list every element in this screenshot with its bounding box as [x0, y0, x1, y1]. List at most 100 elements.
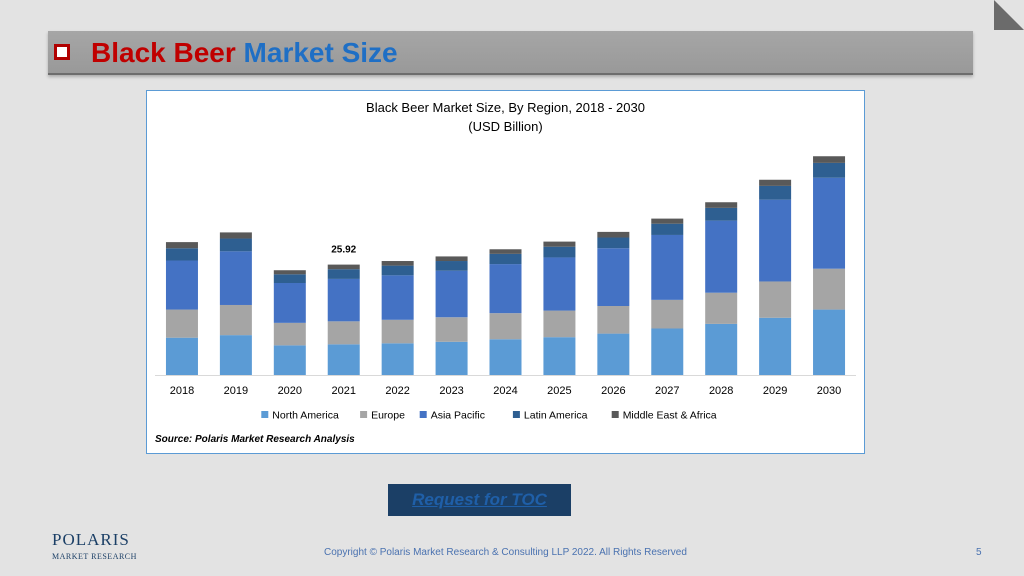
page-number: 5	[976, 547, 982, 558]
bar-2027-series-1	[651, 299, 684, 329]
bar-2018-series-2	[165, 260, 198, 310]
bar-2029-series-0	[759, 317, 792, 375]
bar-2025-series-2	[543, 257, 576, 311]
bar-2020-series-4	[273, 270, 306, 275]
bar-2023-series-0	[435, 341, 468, 375]
bar-2024-series-2	[489, 264, 522, 314]
legend-swatch-4	[611, 411, 619, 418]
bar-2024-series-1	[489, 313, 522, 340]
bar-2029-series-1	[759, 281, 792, 318]
bar-2018-series-0	[165, 337, 198, 375]
bar-2018-series-1	[165, 309, 198, 338]
bar-2025-series-4	[543, 241, 576, 247]
legend-entry-4: Middle East & Africa	[623, 410, 717, 422]
bar-2023-series-2	[435, 270, 468, 318]
bar-2021-series-4	[327, 264, 360, 270]
bar-2030-series-1	[813, 268, 846, 310]
bar-2022-series-1	[381, 319, 414, 344]
bar-2019-series-1	[219, 304, 252, 336]
x-tick-label: 2023	[439, 385, 463, 397]
stacked-bar-chart: Black Beer Market Size, By Region, 2018 …	[155, 100, 856, 422]
chart-frame: Black Beer Market Size, By Region, 2018 …	[146, 90, 865, 454]
bar-2030-series-2	[813, 177, 846, 269]
bar-2022-series-2	[381, 275, 414, 320]
page-title-part1: Black Beer	[91, 37, 236, 68]
bar-2030-series-0	[813, 309, 846, 375]
bar-2023-series-3	[435, 261, 468, 271]
bar-2019-series-3	[219, 238, 252, 252]
bar-2028-series-1	[705, 292, 738, 324]
bar-2026-series-4	[597, 231, 630, 238]
bar-2024-series-3	[489, 253, 522, 265]
bar-2026-series-0	[597, 333, 630, 375]
bar-2023-series-1	[435, 317, 468, 342]
legend-entry-1: Europe	[371, 410, 405, 422]
logo-sub-text: MARKET RESEARCH	[52, 552, 137, 561]
legend-swatch-1	[360, 411, 368, 418]
chart-subtitle: (USD Billion)	[468, 119, 542, 134]
bar-2021-series-0	[327, 344, 360, 375]
bar-2020-series-3	[273, 274, 306, 283]
title-bar: Black Beer Market Size	[48, 31, 973, 75]
page-title: Black Beer Market Size	[91, 37, 398, 69]
bar-2026-series-2	[597, 248, 630, 306]
x-tick-label: 2030	[817, 385, 841, 397]
bar-2021-series-2	[327, 278, 360, 322]
chart-source: Source: Polaris Market Research Analysis	[155, 434, 355, 445]
x-tick-label: 2021	[331, 385, 355, 397]
bar-2020-series-2	[273, 283, 306, 323]
legend-swatch-0	[261, 411, 269, 418]
legend-entry-2: Asia Pacific	[431, 410, 485, 422]
x-tick-label: 2019	[224, 385, 248, 397]
bar-2028-series-4	[705, 202, 738, 208]
bar-2021-series-1	[327, 321, 360, 345]
request-toc-button[interactable]: Request for TOC	[388, 484, 571, 516]
bar-2019-series-4	[219, 232, 252, 239]
bar-2024-series-4	[489, 249, 522, 254]
bar-2023-series-4	[435, 256, 468, 262]
bar-2021-series-3	[327, 269, 360, 279]
bar-2025-series-1	[543, 310, 576, 338]
bar-2030-series-4	[813, 156, 846, 163]
bar-2019-series-0	[219, 335, 252, 375]
bar-2030-series-3	[813, 162, 846, 178]
bar-2028-series-0	[705, 323, 738, 375]
bar-2025-series-0	[543, 337, 576, 375]
x-tick-label: 2022	[385, 385, 409, 397]
x-tick-label: 2020	[278, 385, 302, 397]
legend-swatch-2	[419, 411, 427, 418]
bar-2025-series-3	[543, 246, 576, 258]
legend-entry-0: North America	[272, 410, 339, 422]
copyright-text: Copyright © Polaris Market Research & Co…	[324, 547, 687, 558]
polaris-logo: POLARIS MARKET RESEARCH	[52, 530, 142, 564]
bar-2029-series-4	[759, 179, 792, 186]
x-tick-label: 2028	[709, 385, 733, 397]
bar-2027-series-4	[651, 218, 684, 224]
x-tick-label: 2026	[601, 385, 625, 397]
legend-swatch-3	[512, 411, 520, 418]
x-tick-label: 2027	[655, 385, 679, 397]
corner-triangle-icon	[994, 0, 1024, 30]
bar-2029-series-3	[759, 185, 792, 200]
bar-2022-series-4	[381, 261, 414, 266]
bar-2024-series-0	[489, 339, 522, 375]
logo-main-text: POLARIS	[52, 530, 130, 549]
bar-2026-series-3	[597, 237, 630, 249]
bar-2022-series-0	[381, 343, 414, 375]
bar-2026-series-1	[597, 306, 630, 334]
bar-2019-series-2	[219, 251, 252, 305]
bar-2027-series-2	[651, 234, 684, 300]
data-label: 25.92	[331, 245, 356, 256]
x-tick-label: 2025	[547, 385, 571, 397]
x-tick-label: 2018	[170, 385, 194, 397]
bar-2018-series-4	[165, 242, 198, 249]
bar-2028-series-3	[705, 207, 738, 221]
x-tick-label: 2024	[493, 385, 517, 397]
bar-2027-series-3	[651, 223, 684, 235]
checkbox-bullet-icon	[54, 44, 70, 60]
bar-2020-series-0	[273, 345, 306, 375]
page-title-part2: Market Size	[243, 37, 398, 68]
bar-2018-series-3	[165, 248, 198, 261]
bar-2027-series-0	[651, 328, 684, 375]
bar-2029-series-2	[759, 199, 792, 282]
